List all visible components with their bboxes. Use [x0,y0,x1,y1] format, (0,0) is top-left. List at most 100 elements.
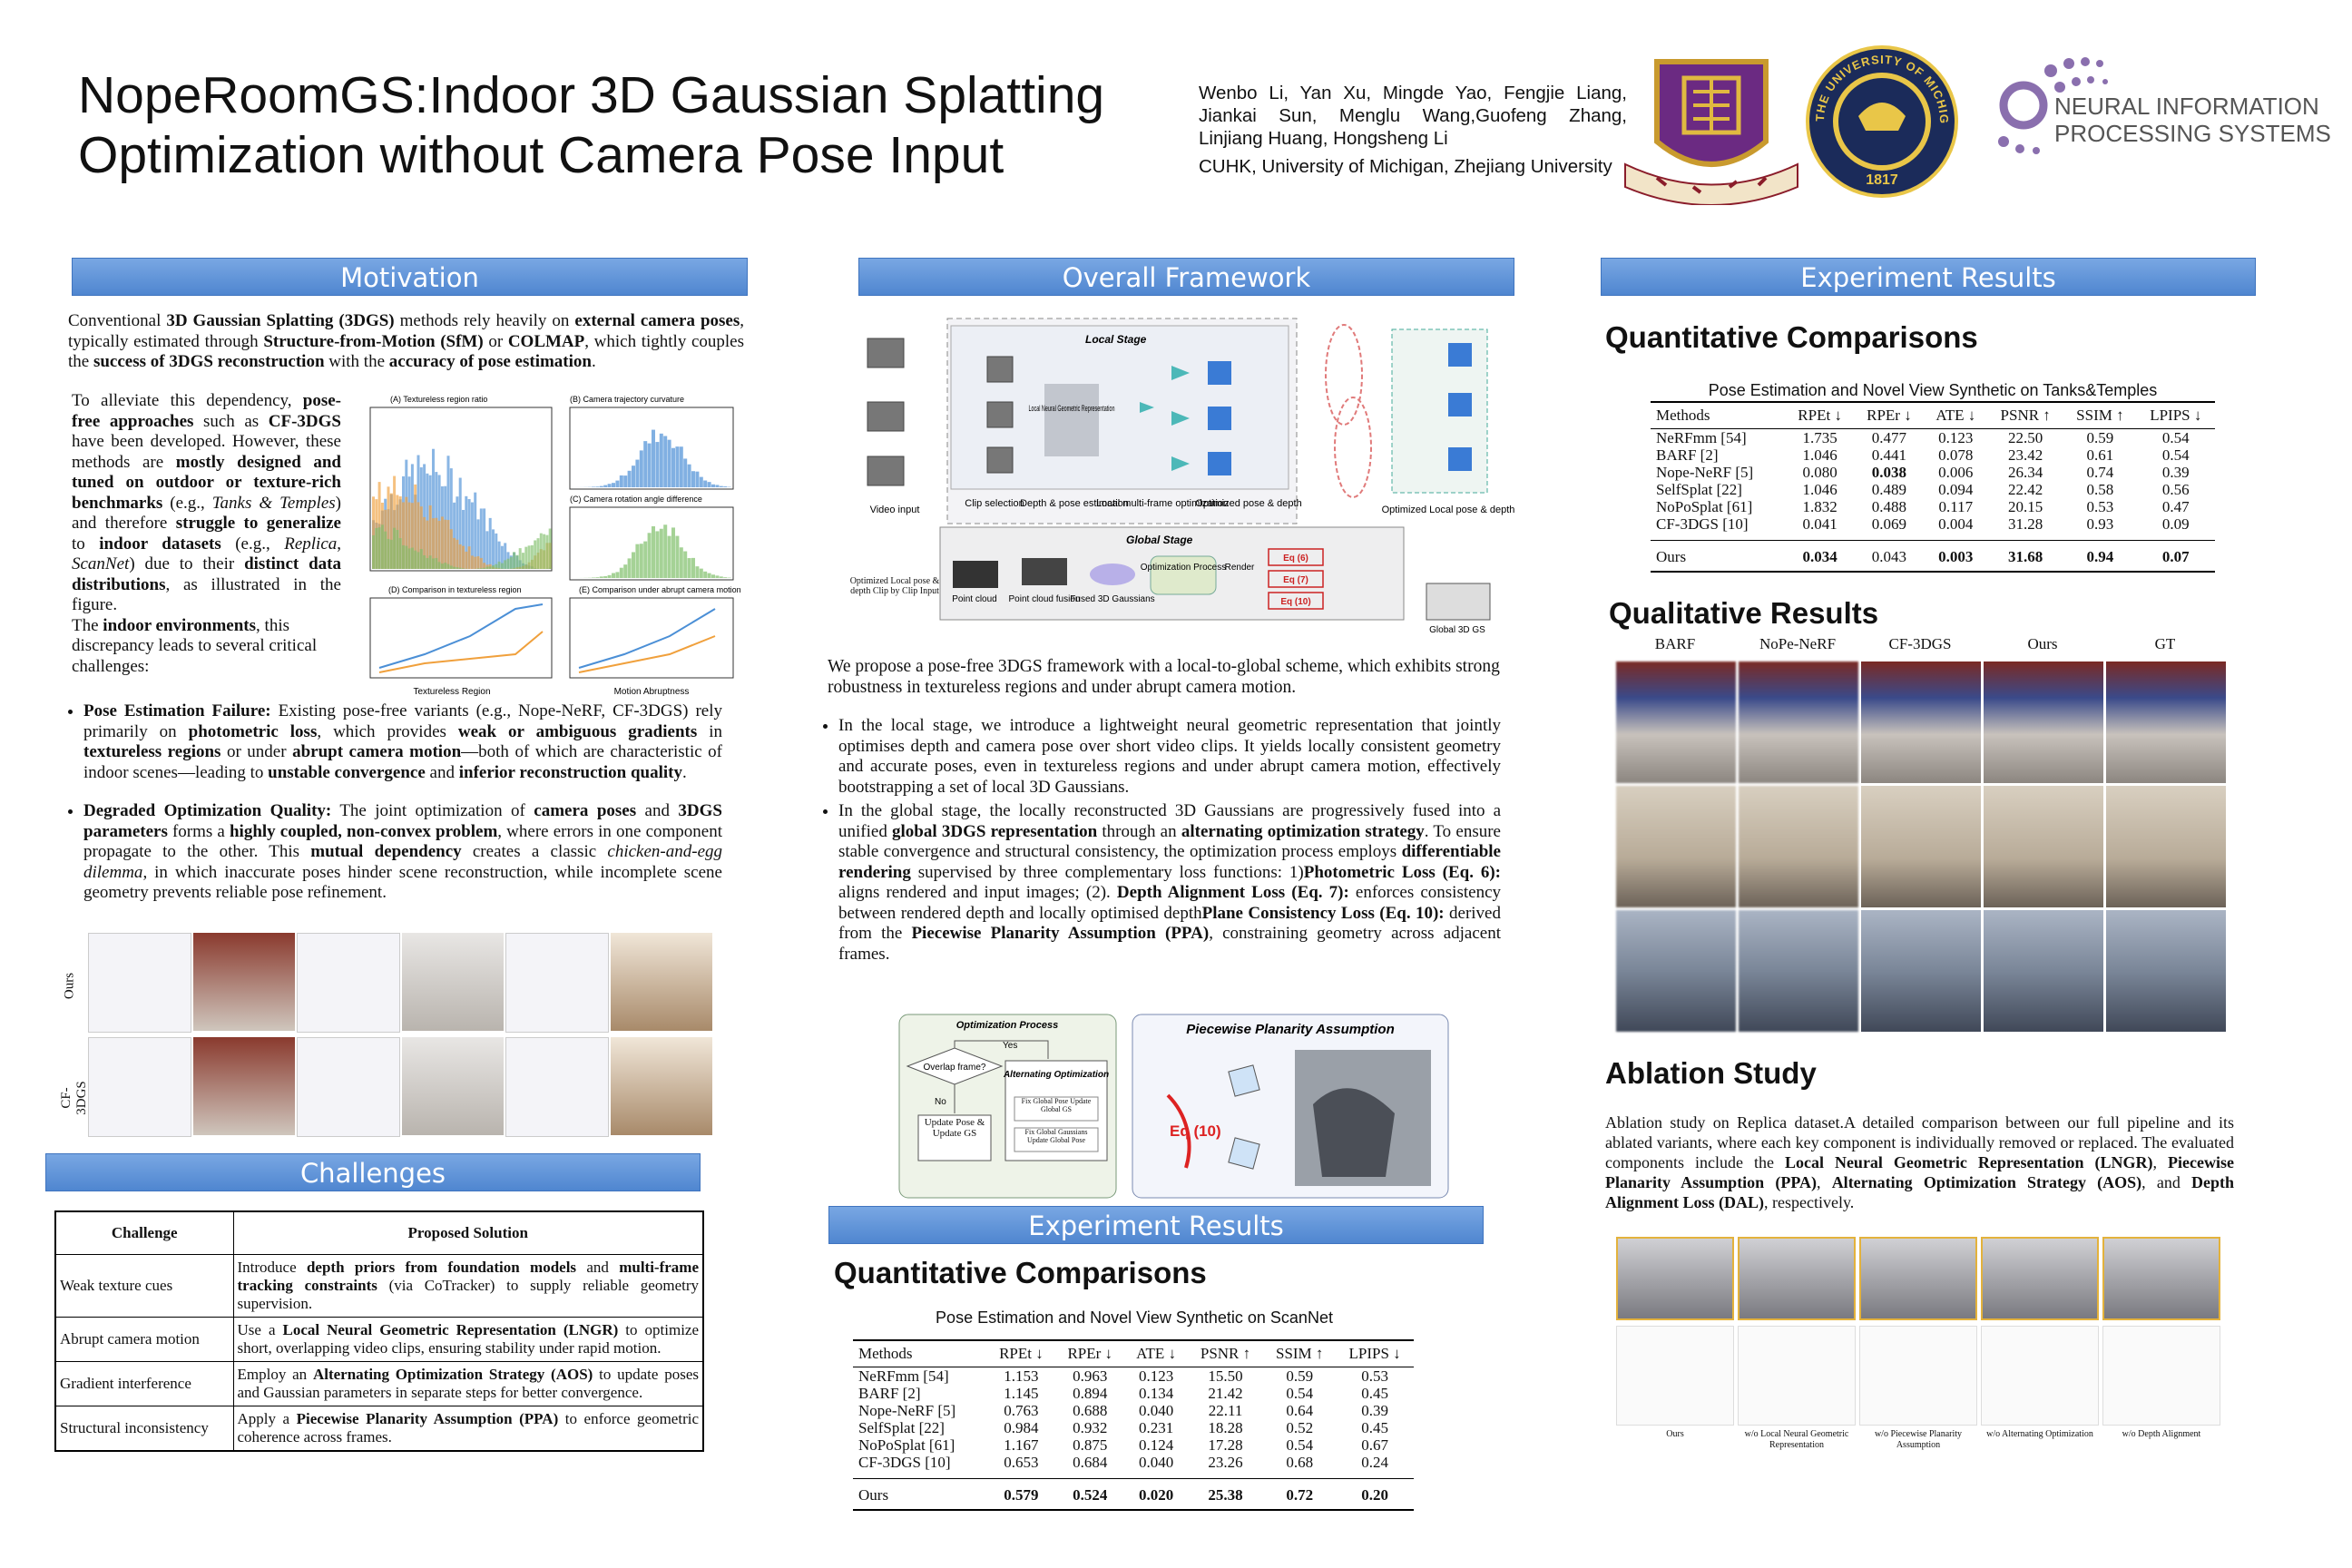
text-run: 0.61 [2086,446,2114,464]
trajectory-plot [1859,1326,1977,1426]
table-cell: 0.134 [1124,1385,1187,1402]
image-detail [703,480,708,487]
text-run: chicken-and-egg dilemma [83,842,723,882]
table-cell: 0.043 [1854,540,1925,572]
table-row: CF-3DGS [10] 0.653 0.684 0.040 23.26 0.68 0.24 [853,1454,1414,1479]
scene-image [1861,786,1981,907]
image-detail [426,520,429,569]
diagram-label: Piecewise Planarity Assumption [1186,1022,1395,1037]
header-row: Methods RPEt ↓ RPEr ↓ ATE ↓ PSNR ↑ SSIM ↑ LPIP… [1651,402,2215,429]
logo-text: NEURAL INFORMATION [2054,93,2319,120]
image-detail [444,563,447,569]
column-label: Ours [2027,635,2058,652]
image-detail [599,576,603,578]
trajectory-plot [1738,1326,1856,1426]
text-run: 0.67 [1361,1436,1388,1454]
diagram-label: Eq (10) [1280,597,1310,607]
table-row: Weak texture cues Introduce depth priors … [54,1254,704,1318]
text-run: 0.441 [1871,446,1907,464]
image-detail [416,552,420,569]
header-row: Challenge Proposed Solution [54,1210,704,1255]
ppa-diagram: Piecewise Planarity Assumption Eq (10) [1132,1014,1449,1199]
image-detail [474,556,477,569]
table-cell: 0.038 [1854,464,1924,481]
text-run: 1.167 [1004,1436,1039,1454]
text-run: 0.078 [1938,446,1974,464]
table-cell: BARF [2] [1651,446,1786,464]
text-run: and [636,801,679,820]
image-detail [476,556,480,569]
text-run: highly coupled, non-convex problem [229,821,498,841]
text-run: 0.94 [2086,548,2114,565]
image-detail [479,508,483,569]
scene-image [1739,910,1858,1032]
image-detail [453,502,456,569]
text-run: external camera poses [574,311,740,330]
text-run: 0.72 [1286,1486,1314,1504]
image-detail [465,495,468,569]
text-run: 0.07 [2161,548,2190,565]
image-detail [426,557,429,569]
table-cell: SelfSplat [22] [853,1419,987,1436]
image-detail [595,486,600,487]
image-detail [410,547,414,569]
text-run: 0.894 [1073,1385,1108,1402]
text-run: 0.54 [2161,429,2190,446]
table-cell: BARF [2] [853,1385,987,1402]
text-run: 0.39 [2161,464,2190,481]
image-detail [453,566,456,569]
results-table: Methods RPEt ↓ RPEr ↓ ATE ↓ PSNR ↑ SSIM ↑ LPIP… [853,1339,1414,1511]
text-run: with the [324,352,389,371]
text-run: 0.875 [1073,1436,1108,1454]
column-header: ATE ↓ [1124,1340,1188,1367]
image-detail [428,555,432,569]
text-run: 0.45 [1361,1419,1388,1436]
image-detail [607,484,612,487]
image-detail [515,554,519,569]
scene-image [193,1037,295,1135]
table-cell: 0.080 [1786,464,1855,481]
image-detail [458,567,462,569]
image-detail [659,433,663,487]
table-row: CF-3DGS [10] 0.041 0.069 0.004 31.28 0.93 0.09 [1651,515,2215,541]
trajectory-plot [88,1037,191,1137]
scene-image [1984,786,2103,907]
text-run: Challenge [111,1224,178,1241]
diagram-label: Point cloud fusion [1009,594,1081,604]
diagram-label: Optimized Local pose & depth [1382,505,1515,515]
image-detail [432,558,435,569]
logo-text: PROCESSING SYSTEMS [2054,120,2331,147]
image-detail [623,564,628,578]
image-detail [683,458,688,487]
image-detail [671,447,675,487]
table-cell: 0.069 [1854,515,1924,541]
text-run: Gradient interference [60,1375,191,1392]
image-detail [536,538,540,569]
text-run: 0.004 [1938,515,1974,533]
diagram-label: Video input [870,505,920,515]
table-cell: 20.15 [1987,498,2063,515]
image-detail [483,567,486,569]
table-cell: 0.07 [2136,540,2215,572]
text-run: 0.043 [1871,548,1907,565]
text-run: and [576,1259,620,1276]
table-cell: 25.38 [1187,1478,1264,1510]
text-run: distinct data distributions [72,554,341,594]
scene-image [1616,1237,1734,1320]
text-run: 0.47 [2161,498,2190,515]
image-detail [711,484,715,487]
table-cell: 1.735 [1786,429,1855,446]
image-detail [524,546,528,569]
text-run: 0.124 [1138,1436,1174,1454]
table-cell: 0.124 [1124,1436,1187,1454]
text-run: 0.20 [1361,1486,1388,1504]
text-run: 0.006 [1938,464,1974,481]
text-run: 20.15 [2008,498,2043,515]
text-run: , where errors in one component propagat… [83,821,723,862]
text-run: 0.040 [1138,1402,1174,1419]
text-run: 0.489 [1871,481,1907,498]
image-detail [465,551,468,569]
table-cell: 23.26 [1188,1454,1263,1479]
trajectory-plot [297,933,400,1033]
text-run: Existing pose-free variants (e.g., Nope-… [83,701,723,741]
